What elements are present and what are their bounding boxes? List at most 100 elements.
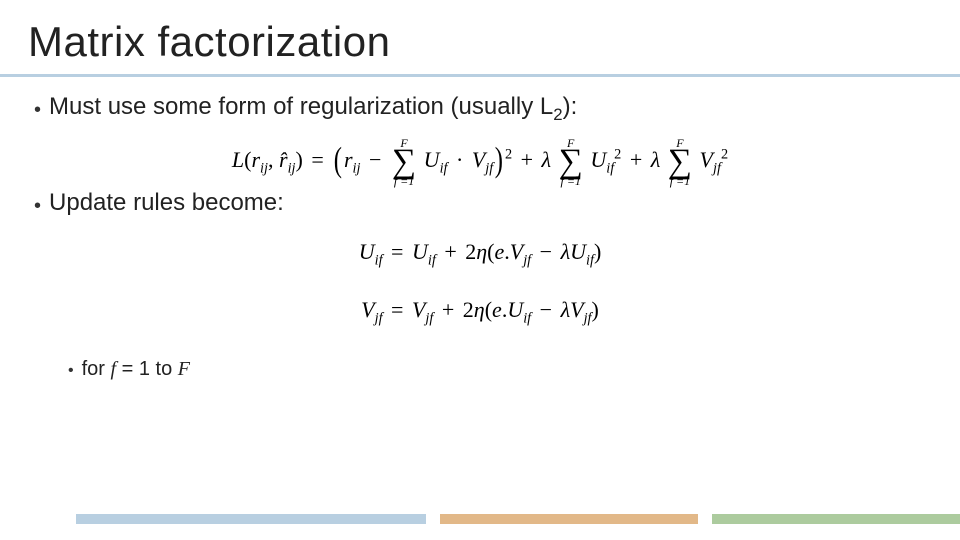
two: 2 [463, 297, 474, 322]
sym-r: r [344, 147, 353, 172]
lambda: λ [542, 147, 552, 172]
sigma-top: F [668, 137, 692, 149]
sub: if [440, 161, 448, 177]
sub: jf [425, 310, 433, 326]
bar-gap [698, 514, 712, 524]
update-formulas: Uif = Uif + 2η(e.Vjf − λUif) Vjf = Vjf +… [34, 231, 926, 332]
sym-e: e [494, 239, 504, 264]
sym-V: V [510, 239, 523, 264]
sym-V: V [570, 297, 583, 322]
sym-U: U [507, 297, 523, 322]
plus: + [518, 147, 536, 172]
sup: 2 [505, 147, 512, 163]
loss-formula: L(rij, r̂ij) = (rij − F ∑ f =1 Uif · Vjf… [34, 135, 926, 190]
sub: jf [375, 310, 383, 326]
accent-bar-3 [712, 514, 960, 524]
minus: − [537, 297, 555, 322]
eq: = [308, 147, 326, 172]
sym-U: U [424, 147, 440, 172]
sym-L: L [232, 147, 244, 172]
subscript: 2 [553, 105, 562, 124]
sigma: F ∑ f =1 [559, 135, 583, 190]
sigma-sym: ∑ [668, 147, 692, 178]
comma: , [268, 147, 274, 172]
sigma-sym: ∑ [559, 147, 583, 178]
bullet-1: • Must use some form of regularization (… [34, 93, 926, 125]
plus: + [627, 147, 645, 172]
two: 2 [465, 239, 476, 264]
sub: jf [523, 253, 531, 269]
accent-bar-2 [440, 514, 698, 524]
content-area: • Must use some form of regularization (… [0, 77, 960, 381]
sub-bullet: • for f = 1 to F [68, 358, 926, 381]
eta: η [476, 239, 487, 264]
sym-rhat: r̂ [279, 147, 288, 172]
sym-V: V [412, 297, 425, 322]
minus: − [366, 147, 384, 172]
sigma-top: F [559, 137, 583, 149]
bullet-2-text: Update rules become: [49, 189, 284, 217]
eq: = [388, 297, 406, 322]
sym-U: U [570, 239, 586, 264]
minus: − [537, 239, 555, 264]
sub: if [428, 253, 436, 269]
sigma: F ∑ f =1 [392, 135, 416, 190]
math-loss: L(rij, r̂ij) = (rij − F ∑ f =1 Uif · Vjf… [232, 147, 728, 172]
bullet-1-text: Must use some form of regularization (us… [49, 93, 577, 125]
lambda: λ [561, 297, 571, 322]
bullet-dot: • [34, 100, 41, 120]
sub: if [523, 310, 531, 326]
sigma-top: F [392, 137, 416, 149]
sigma-bot: f =1 [392, 175, 416, 187]
sym-V: V [700, 147, 713, 172]
sym-U: U [412, 239, 428, 264]
paren: ) [495, 140, 503, 180]
slide: Matrix factorization • Must use some for… [0, 0, 960, 540]
sym-e: e [492, 297, 502, 322]
paren: ) [594, 239, 601, 264]
sub: ij [288, 161, 296, 177]
eta: η [474, 297, 485, 322]
sym-U: U [590, 147, 606, 172]
paren: ( [334, 140, 342, 180]
sigma-sym: ∑ [392, 147, 416, 178]
lambda: λ [651, 147, 661, 172]
sub: if [375, 253, 383, 269]
lambda: λ [561, 239, 571, 264]
dot: · [453, 147, 466, 172]
sigma: F ∑ f =1 [668, 135, 692, 190]
paren: ) [296, 147, 303, 172]
text: = 1 to [116, 358, 178, 380]
footer-accent-bars [0, 514, 960, 524]
sym-V: V [472, 147, 485, 172]
title-bar: Matrix factorization [0, 18, 960, 77]
sup: 2 [721, 147, 728, 163]
paren: ) [592, 297, 599, 322]
sub: jf [485, 161, 493, 177]
math-update-V: Vjf = Vjf + 2η(e.Uif − λVjf) [34, 289, 926, 333]
paren: ( [485, 297, 492, 322]
sigma-bot: f =1 [559, 175, 583, 187]
sub: jf [713, 161, 721, 177]
sub: if [586, 253, 594, 269]
text: Must use some form of regularization (us… [49, 93, 553, 120]
text: for [82, 358, 111, 380]
sym-r: r [251, 147, 260, 172]
sub: ij [260, 161, 268, 177]
bullet-dot: • [68, 362, 74, 380]
sub: jf [584, 310, 592, 326]
bar-gap [426, 514, 440, 524]
sub: if [606, 161, 614, 177]
text: ): [563, 93, 578, 120]
sup: 2 [614, 147, 621, 163]
sym-U: U [359, 239, 375, 264]
math-update-U: Uif = Uif + 2η(e.Vjf − λUif) [34, 231, 926, 275]
plus: + [441, 239, 459, 264]
sym-V: V [361, 297, 374, 322]
bullet-2: • Update rules become: [34, 189, 926, 217]
sub: ij [353, 161, 361, 177]
slide-title: Matrix factorization [28, 18, 960, 66]
bullet-dot: • [34, 196, 41, 216]
var-F: F [178, 358, 190, 380]
accent-bar-1 [76, 514, 426, 524]
